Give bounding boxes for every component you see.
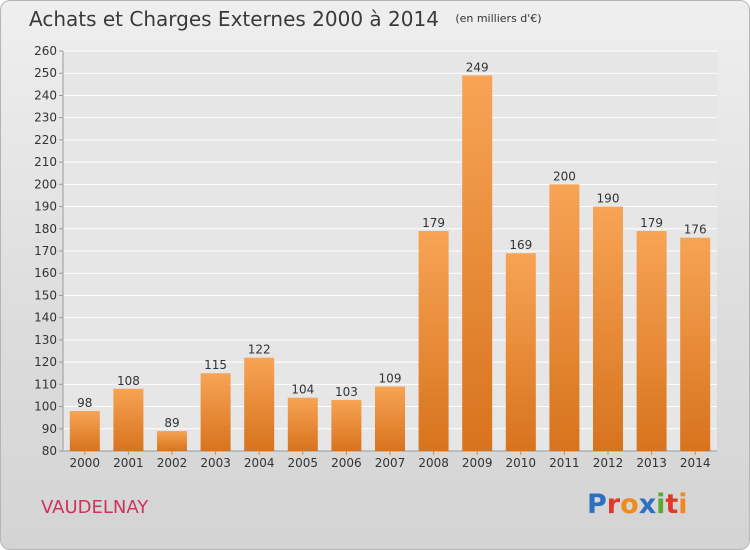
bar-2008 bbox=[418, 231, 449, 451]
y-tick-label: 240 bbox=[34, 88, 57, 102]
bar-2011 bbox=[549, 184, 580, 452]
y-tick-label: 160 bbox=[34, 266, 57, 280]
y-tick-label: 150 bbox=[34, 288, 57, 302]
data-label-2014: 176 bbox=[684, 223, 707, 237]
logo-letter: P bbox=[587, 489, 607, 520]
logo-letter: t bbox=[665, 489, 679, 520]
data-label-2012: 190 bbox=[597, 192, 620, 206]
data-label-2004: 122 bbox=[248, 343, 271, 357]
logo-letter: i bbox=[656, 489, 666, 520]
bar-2010 bbox=[505, 253, 536, 451]
y-tick-label: 100 bbox=[34, 400, 57, 414]
x-tick-label: 2014 bbox=[680, 456, 711, 470]
x-tick-label: 2005 bbox=[288, 456, 319, 470]
bar-2002 bbox=[157, 431, 187, 451]
bar-2003 bbox=[200, 373, 231, 451]
x-tick-label: 2012 bbox=[593, 456, 624, 470]
bar-2013 bbox=[636, 231, 667, 451]
data-label-2011: 200 bbox=[553, 169, 576, 183]
x-tick-label: 2004 bbox=[244, 456, 275, 470]
y-tick-label: 170 bbox=[34, 244, 57, 258]
data-label-2007: 109 bbox=[379, 372, 402, 386]
commune-name: VAUDELNAY bbox=[41, 497, 149, 518]
y-tick-label: 190 bbox=[34, 200, 57, 214]
x-tick-label: 2008 bbox=[418, 456, 449, 470]
y-tick-label: 250 bbox=[34, 66, 57, 80]
y-tick-label: 90 bbox=[42, 422, 57, 436]
bar-2006 bbox=[331, 399, 362, 451]
logo-letter: i bbox=[678, 489, 688, 520]
logo-letter: o bbox=[620, 489, 639, 520]
data-label-2003: 115 bbox=[204, 358, 227, 372]
x-tick-label: 2009 bbox=[462, 456, 493, 470]
bar-2001 bbox=[113, 388, 144, 451]
x-tick-label: 2003 bbox=[200, 456, 231, 470]
chart-title: Achats et Charges Externes 2000 à 2014 (… bbox=[29, 7, 542, 31]
y-tick-label: 220 bbox=[34, 133, 57, 147]
y-tick-label: 210 bbox=[34, 155, 57, 169]
data-label-2006: 103 bbox=[335, 385, 358, 399]
proxiti-logo: Proxiti bbox=[587, 489, 688, 520]
y-tick-label: 110 bbox=[34, 377, 57, 391]
y-tick-label: 200 bbox=[34, 177, 57, 191]
bar-2000 bbox=[69, 411, 100, 451]
x-tick-label: 2010 bbox=[506, 456, 537, 470]
y-tick-label: 230 bbox=[34, 111, 57, 125]
y-tick-label: 120 bbox=[34, 355, 57, 369]
title-unit: (en milliers d'€) bbox=[455, 12, 542, 25]
x-tick-label: 2002 bbox=[157, 456, 188, 470]
y-tick-label: 130 bbox=[34, 333, 57, 347]
bar-2009 bbox=[462, 75, 493, 451]
title-text: Achats et Charges Externes 2000 à 2014 bbox=[29, 7, 439, 31]
data-label-2009: 249 bbox=[466, 60, 489, 74]
data-label-2010: 169 bbox=[509, 238, 532, 252]
data-label-2001: 108 bbox=[117, 374, 140, 388]
logo-letter: x bbox=[638, 489, 657, 520]
y-tick-label: 180 bbox=[34, 222, 57, 236]
bar-2005 bbox=[287, 397, 318, 451]
data-label-2013: 179 bbox=[640, 216, 663, 230]
y-tick-label: 80 bbox=[42, 444, 57, 458]
logo-letter: r bbox=[606, 489, 621, 520]
y-tick-label: 260 bbox=[34, 44, 57, 58]
x-tick-label: 2006 bbox=[331, 456, 362, 470]
bar-2007 bbox=[375, 386, 405, 451]
x-tick-label: 2007 bbox=[375, 456, 406, 470]
x-tick-label: 2000 bbox=[70, 456, 101, 470]
y-tick-label: 140 bbox=[34, 311, 57, 325]
data-label-2008: 179 bbox=[422, 216, 445, 230]
bar-2012 bbox=[593, 206, 623, 451]
data-label-2005: 104 bbox=[291, 383, 314, 397]
x-tick-label: 2011 bbox=[549, 456, 580, 470]
x-tick-label: 2001 bbox=[113, 456, 144, 470]
bar-2004 bbox=[244, 357, 275, 451]
bar-2014 bbox=[680, 237, 711, 451]
x-tick-label: 2013 bbox=[636, 456, 667, 470]
data-label-2002: 89 bbox=[164, 416, 179, 430]
data-label-2000: 98 bbox=[77, 396, 92, 410]
